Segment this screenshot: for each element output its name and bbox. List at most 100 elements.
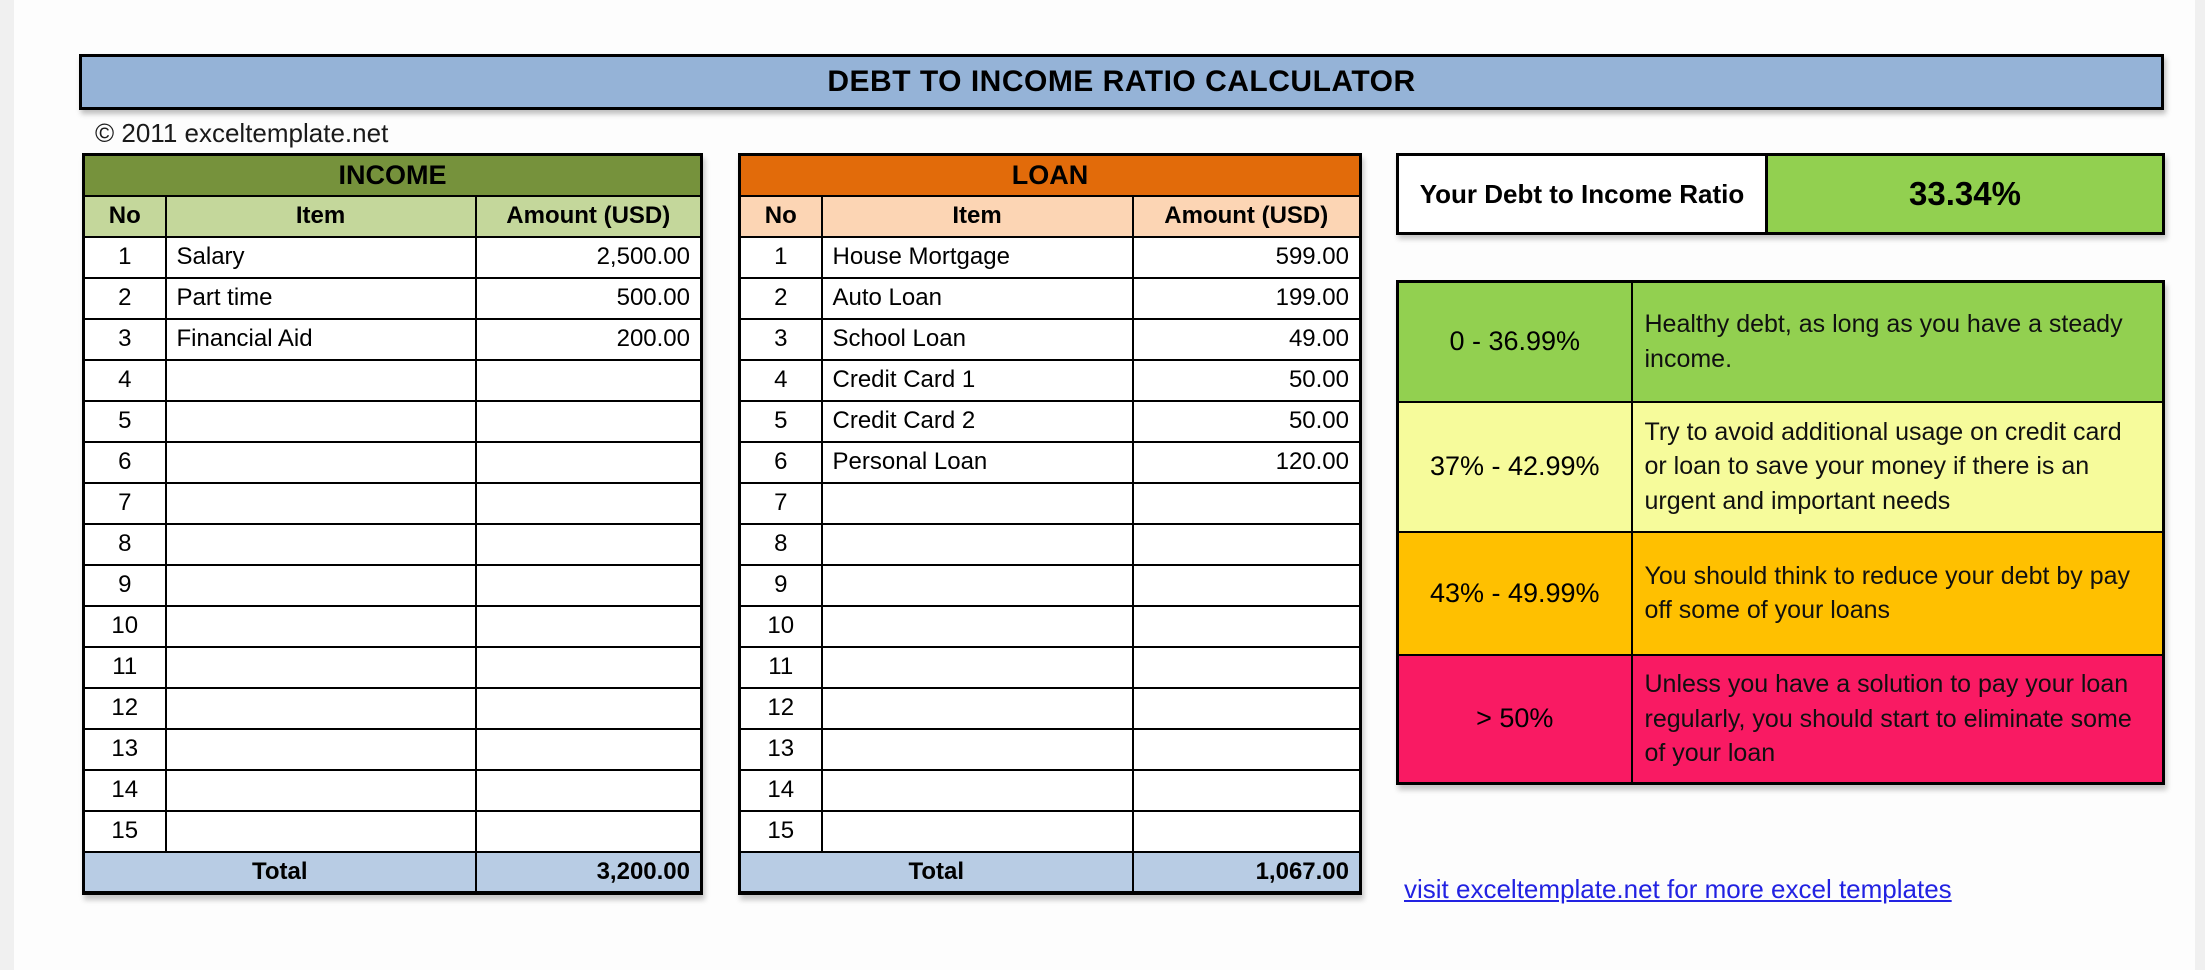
legend-row: > 50% Unless you have a solution to pay y… bbox=[1396, 653, 2165, 785]
income-row-amount-cell[interactable]: 500.00 bbox=[474, 276, 703, 320]
income-row-amount-cell[interactable] bbox=[474, 768, 703, 812]
income-row: 10 bbox=[82, 604, 703, 648]
income-row-item-cell[interactable] bbox=[164, 809, 477, 853]
income-row-amount-cell[interactable]: 2,500.00 bbox=[474, 235, 703, 279]
copyright-text: © 2011 exceltemplate.net bbox=[95, 118, 389, 148]
income-row-item-cell[interactable] bbox=[164, 645, 477, 689]
legend-description-cell: Healthy debt, as long as you have a stea… bbox=[1630, 280, 2165, 403]
income-row-amount-cell[interactable] bbox=[474, 399, 703, 443]
loan-col-item: Item bbox=[820, 194, 1134, 238]
loan-row-amount-cell[interactable]: 50.00 bbox=[1131, 358, 1362, 402]
income-row: 14 bbox=[82, 768, 703, 812]
income-row-item-cell[interactable] bbox=[164, 686, 477, 730]
loan-row-item-cell[interactable] bbox=[820, 563, 1134, 607]
legend-range-cell: > 50% bbox=[1396, 653, 1633, 785]
income-row-amount-cell[interactable] bbox=[474, 809, 703, 853]
loan-row-item-cell[interactable] bbox=[820, 522, 1134, 566]
income-row-item-cell[interactable]: Part time bbox=[164, 276, 477, 320]
income-table-title: INCOME bbox=[82, 153, 703, 197]
loan-row-item-cell[interactable] bbox=[820, 481, 1134, 525]
income-row-amount-cell[interactable] bbox=[474, 563, 703, 607]
loan-row-amount-cell[interactable] bbox=[1131, 522, 1362, 566]
income-row-item-cell[interactable] bbox=[164, 358, 477, 402]
income-row-no-cell: 12 bbox=[82, 686, 167, 730]
income-row-amount-cell[interactable] bbox=[474, 522, 703, 566]
loan-row-item-cell[interactable]: Auto Loan bbox=[820, 276, 1134, 320]
loan-row-no-cell: 8 bbox=[738, 522, 823, 566]
loan-row-item-cell[interactable] bbox=[820, 645, 1134, 689]
loan-row-item-cell[interactable]: Credit Card 2 bbox=[820, 399, 1134, 443]
loan-row-amount-cell[interactable] bbox=[1131, 727, 1362, 771]
loan-row: 12 bbox=[738, 686, 1362, 730]
income-row-item-cell[interactable]: Salary bbox=[164, 235, 477, 279]
loan-row: 14 bbox=[738, 768, 1362, 812]
income-row-item-cell[interactable] bbox=[164, 563, 477, 607]
loan-row: 10 bbox=[738, 604, 1362, 648]
income-row-no-cell: 14 bbox=[82, 768, 167, 812]
income-row-no-cell: 7 bbox=[82, 481, 167, 525]
debt-to-income-ratio-box: Your Debt to Income Ratio 33.34% bbox=[1396, 153, 2165, 235]
loan-row-no-cell: 2 bbox=[738, 276, 823, 320]
income-row-item-cell[interactable] bbox=[164, 727, 477, 771]
income-row-no-cell: 4 bbox=[82, 358, 167, 402]
loan-row-item-cell[interactable]: House Mortgage bbox=[820, 235, 1134, 279]
loan-row-amount-cell[interactable] bbox=[1131, 645, 1362, 689]
income-row: 9 bbox=[82, 563, 703, 607]
loan-row-item-cell[interactable] bbox=[820, 604, 1134, 648]
loan-row-no-cell: 13 bbox=[738, 727, 823, 771]
legend-rows: 0 - 36.99% Healthy debt, as long as you h… bbox=[1396, 280, 2165, 785]
loan-row-amount-cell[interactable]: 120.00 bbox=[1131, 440, 1362, 484]
loan-row-amount-cell[interactable] bbox=[1131, 768, 1362, 812]
income-col-amount: Amount (USD) bbox=[474, 194, 703, 238]
income-row-amount-cell[interactable] bbox=[474, 645, 703, 689]
income-row-item-cell[interactable] bbox=[164, 522, 477, 566]
income-row-amount-cell[interactable] bbox=[474, 481, 703, 525]
income-row-item-cell[interactable] bbox=[164, 768, 477, 812]
income-table: INCOME No Item Amount (USD) 1 Salary 2,500… bbox=[82, 153, 703, 895]
loan-row-no-cell: 9 bbox=[738, 563, 823, 607]
income-row: 6 bbox=[82, 440, 703, 484]
loan-row-item-cell[interactable] bbox=[820, 768, 1134, 812]
income-row-item-cell[interactable] bbox=[164, 604, 477, 648]
income-row: 4 bbox=[82, 358, 703, 402]
loan-row-amount-cell[interactable] bbox=[1131, 809, 1362, 853]
income-row-amount-cell[interactable] bbox=[474, 686, 703, 730]
loan-row-amount-cell[interactable]: 50.00 bbox=[1131, 399, 1362, 443]
income-row-item-cell[interactable] bbox=[164, 399, 477, 443]
title-banner: DEBT TO INCOME RATIO CALCULATOR bbox=[79, 54, 2164, 110]
income-row-no-cell: 3 bbox=[82, 317, 167, 361]
legend-row: 37% - 42.99% Try to avoid additional usag… bbox=[1396, 400, 2165, 533]
loan-row-amount-cell[interactable] bbox=[1131, 481, 1362, 525]
loan-rows: 1 House Mortgage 599.00 2 Auto Loan 199.00 3 Sc… bbox=[738, 235, 1362, 853]
income-row-amount-cell[interactable] bbox=[474, 440, 703, 484]
income-row-amount-cell[interactable] bbox=[474, 358, 703, 402]
income-row-item-cell[interactable] bbox=[164, 440, 477, 484]
loan-row: 1 House Mortgage 599.00 bbox=[738, 235, 1362, 279]
loan-row-item-cell[interactable]: Personal Loan bbox=[820, 440, 1134, 484]
loan-row-no-cell: 1 bbox=[738, 235, 823, 279]
loan-row-amount-cell[interactable]: 599.00 bbox=[1131, 235, 1362, 279]
income-row-amount-cell[interactable] bbox=[474, 727, 703, 771]
income-row-amount-cell[interactable]: 200.00 bbox=[474, 317, 703, 361]
loan-row: 5 Credit Card 2 50.00 bbox=[738, 399, 1362, 443]
loan-total-label: Total bbox=[738, 850, 1134, 894]
income-row-item-cell[interactable]: Financial Aid bbox=[164, 317, 477, 361]
loan-row-amount-cell[interactable]: 49.00 bbox=[1131, 317, 1362, 361]
loan-row-item-cell[interactable] bbox=[820, 809, 1134, 853]
loan-row-item-cell[interactable]: Credit Card 1 bbox=[820, 358, 1134, 402]
income-row-no-cell: 15 bbox=[82, 809, 167, 853]
loan-row-amount-cell[interactable]: 199.00 bbox=[1131, 276, 1362, 320]
loan-row-amount-cell[interactable] bbox=[1131, 604, 1362, 648]
exceltemplate-link[interactable]: visit exceltemplate.net for more excel t… bbox=[1404, 874, 1952, 904]
loan-row-amount-cell[interactable] bbox=[1131, 563, 1362, 607]
loan-row-item-cell[interactable] bbox=[820, 686, 1134, 730]
page-title: DEBT TO INCOME RATIO CALCULATOR bbox=[827, 65, 1416, 98]
income-row-amount-cell[interactable] bbox=[474, 604, 703, 648]
loan-row-no-cell: 14 bbox=[738, 768, 823, 812]
legend-range-cell: 43% - 49.99% bbox=[1396, 530, 1633, 656]
loan-row-amount-cell[interactable] bbox=[1131, 686, 1362, 730]
loan-row-item-cell[interactable] bbox=[820, 727, 1134, 771]
loan-row-item-cell[interactable]: School Loan bbox=[820, 317, 1134, 361]
income-row-item-cell[interactable] bbox=[164, 481, 477, 525]
income-row: 7 bbox=[82, 481, 703, 525]
